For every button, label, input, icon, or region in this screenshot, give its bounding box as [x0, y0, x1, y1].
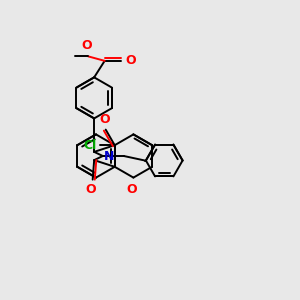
- Text: O: O: [126, 54, 136, 68]
- Text: N: N: [104, 149, 114, 163]
- Text: O: O: [86, 183, 97, 196]
- Text: O: O: [81, 39, 92, 52]
- Text: O: O: [127, 183, 137, 196]
- Text: O: O: [99, 113, 110, 126]
- Text: Cl: Cl: [83, 139, 97, 152]
